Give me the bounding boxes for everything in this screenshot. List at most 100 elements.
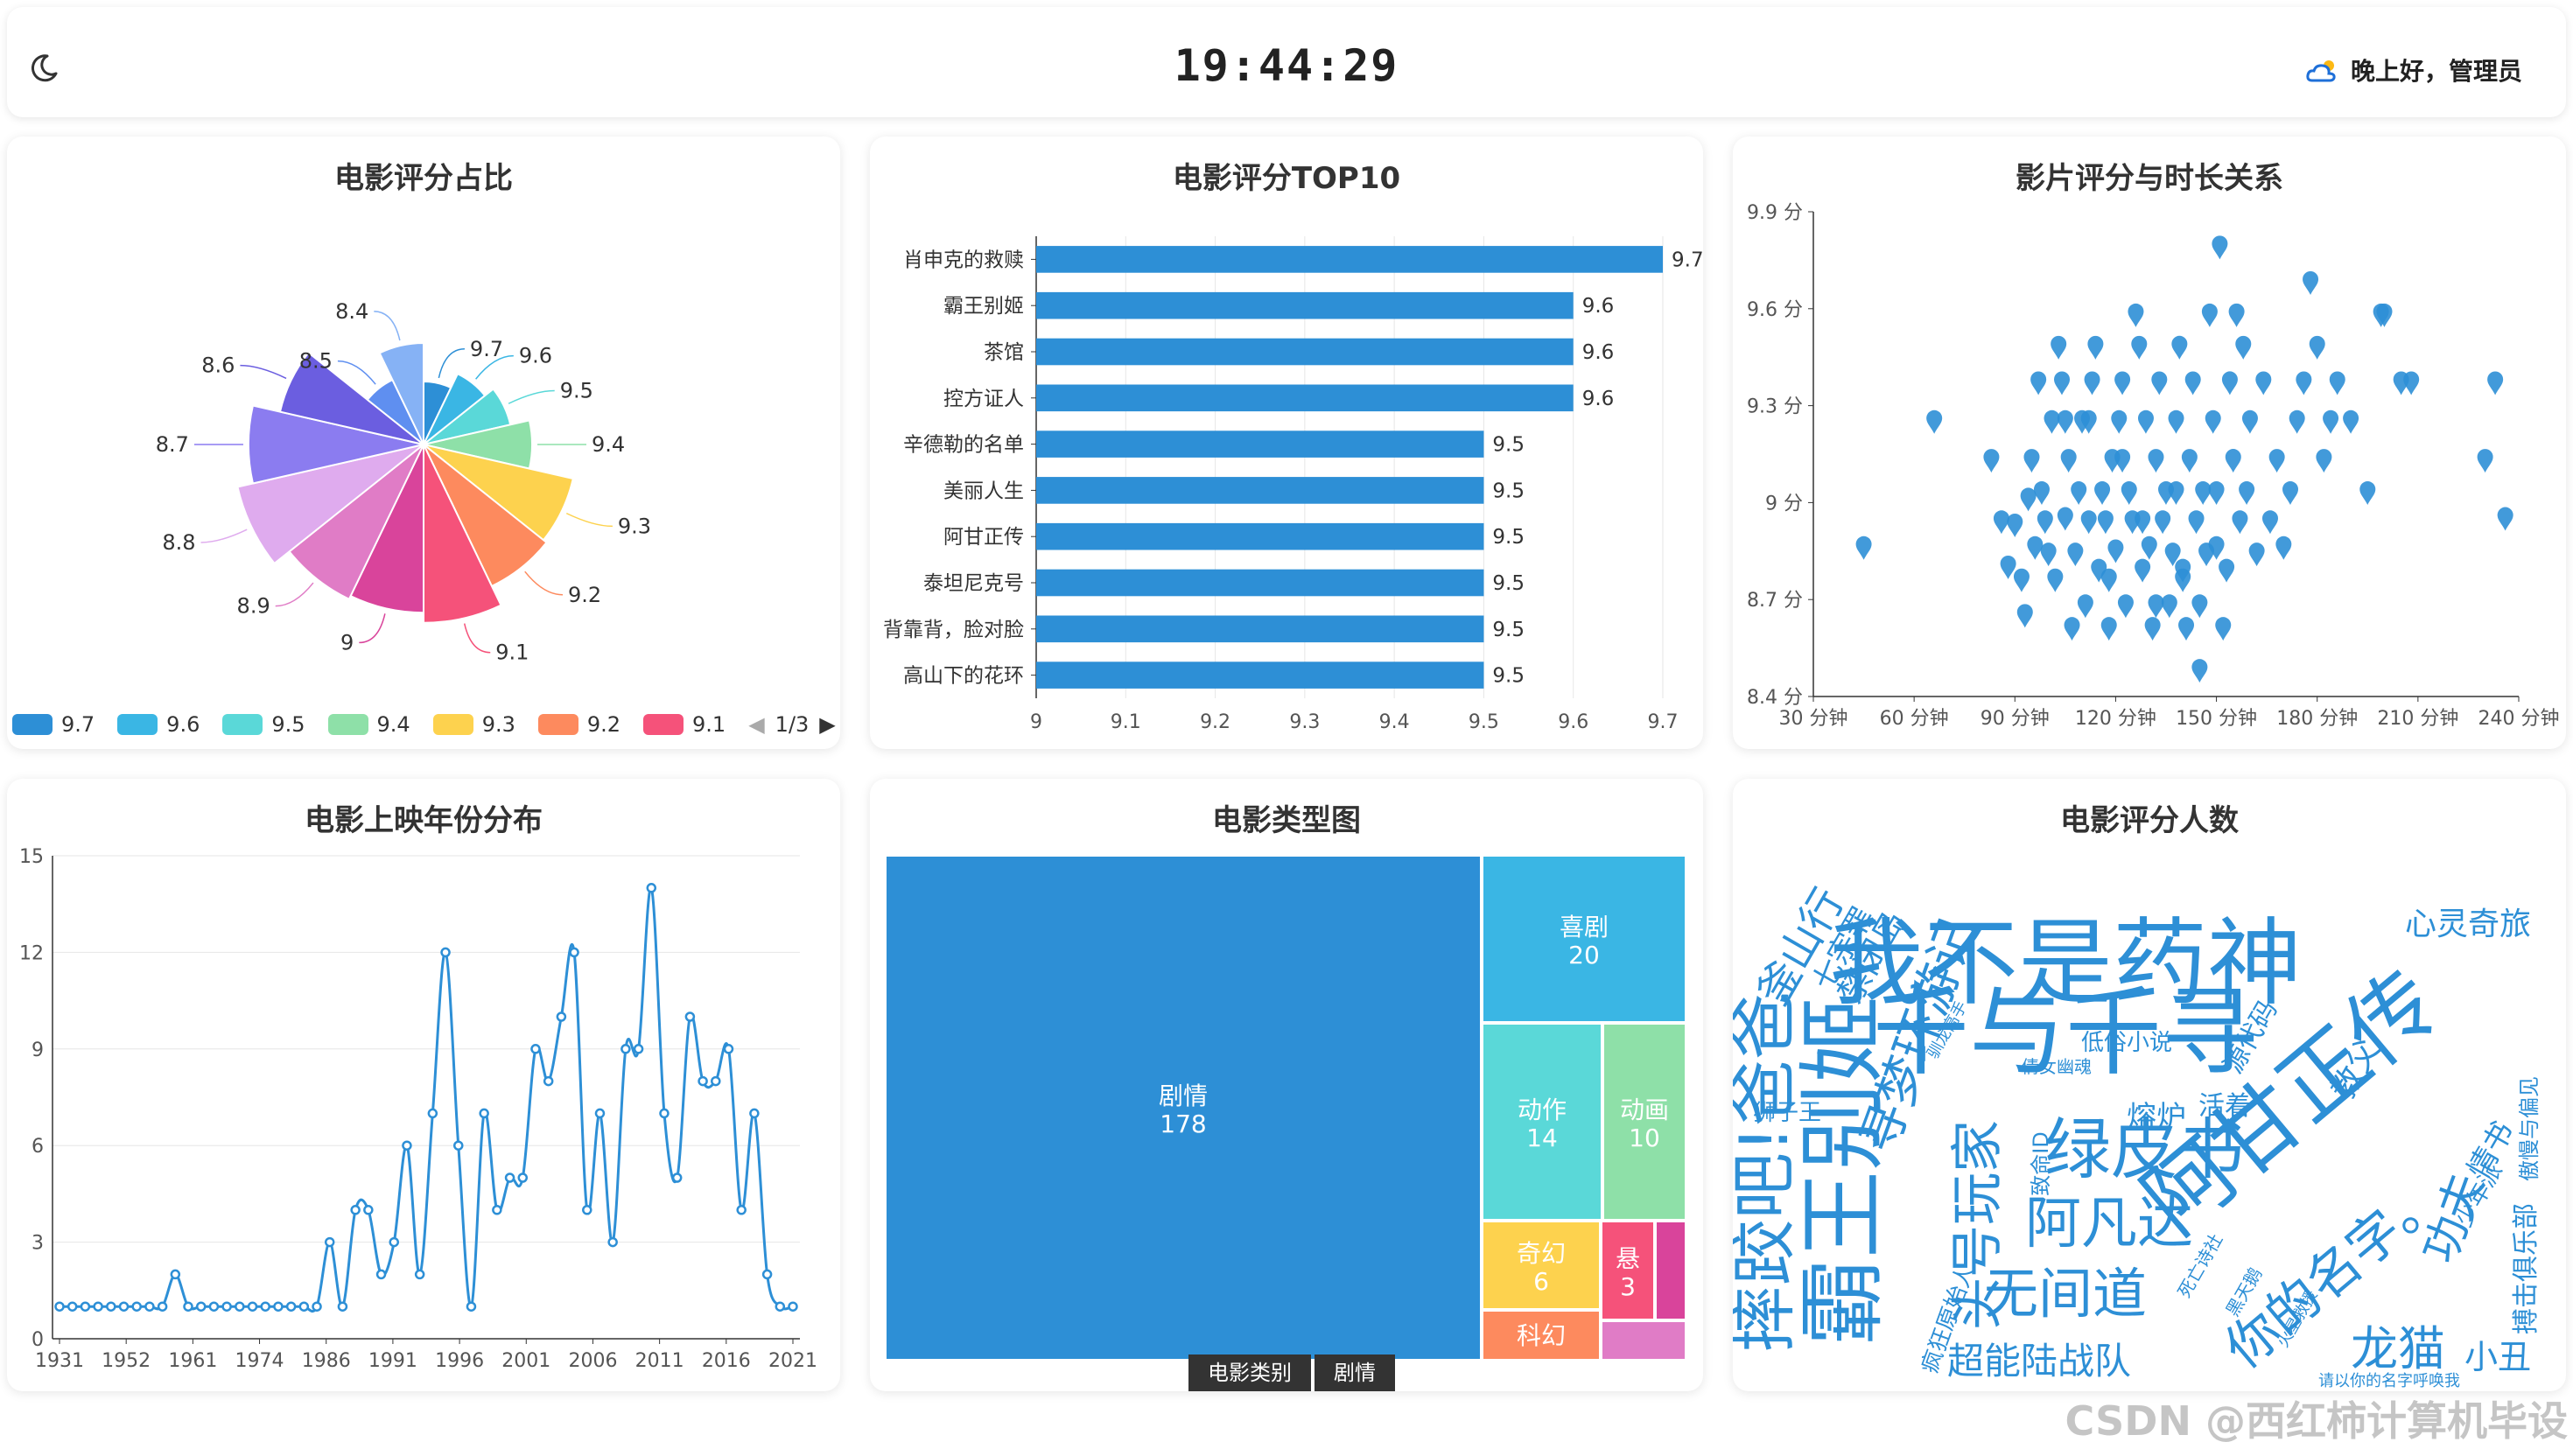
scatter-point	[2087, 335, 2104, 360]
bar-霸王别姬	[1036, 291, 1574, 319]
scatter-point	[2114, 371, 2131, 396]
scatter-point	[2131, 335, 2148, 360]
scatter-y-tick-label: 8.4 分	[1747, 687, 1803, 709]
scatter-point	[2013, 568, 2030, 592]
bar-x-tick-label: 9	[1030, 711, 1042, 733]
pie-label-8.8: 8.8	[162, 530, 195, 555]
scatter-point	[2097, 510, 2114, 535]
line-point	[195, 1301, 207, 1312]
wordcloud-word: 我不是药神	[1829, 909, 2302, 1018]
rating-share-legend: 9.7 9.6 9.5 9.4 9.3 9.2 9.1 ◀ 1/3 ▶	[12, 712, 836, 737]
breadcrumb-root[interactable]: 电影类别	[1188, 1354, 1311, 1391]
scatter-point	[2359, 481, 2376, 506]
line-point	[517, 1172, 529, 1183]
scatter-point	[2201, 303, 2218, 327]
treemap-label: 喜剧	[1560, 913, 1609, 942]
scatter-point	[2094, 481, 2111, 506]
scatter-y-tick-label: 9.3 分	[1747, 396, 1803, 418]
bar-value-label: 9.6	[1582, 388, 1615, 410]
scatter-point	[2282, 481, 2299, 506]
line-y-tick-label: 0	[32, 1329, 44, 1351]
scatter-point	[2477, 449, 2493, 473]
bar-辛德勒的名单	[1036, 430, 1484, 458]
pie-label-9: 9	[340, 630, 354, 654]
treemap-label: 悬	[1616, 1244, 1640, 1273]
treemap-breadcrumb: 电影类别 剧情	[1188, 1354, 1395, 1391]
line-x-tick-label: 1931	[35, 1350, 84, 1372]
legend-next-icon[interactable]: ▶	[819, 712, 836, 737]
scatter-point	[2316, 449, 2332, 473]
treemap-label: 动画	[1620, 1096, 1669, 1124]
scatter-point	[2051, 335, 2067, 360]
treemap-value: 20	[1568, 941, 1600, 970]
scatter-point	[2191, 594, 2208, 619]
breadcrumb-current[interactable]: 剧情	[1315, 1354, 1395, 1391]
bar-value-label: 9.6	[1582, 341, 1615, 364]
pie-label-9.4: 9.4	[592, 432, 625, 457]
legend-item-9.4[interactable]: 9.4	[327, 712, 410, 737]
pie-label-line-8.6	[240, 364, 287, 380]
top10-chart: 9 9.1 9.2 9.3 9.4 9.5 9.6 9.7 肖申克的救赎 9.7 霸王别姬 9.6 茶馆…	[883, 236, 1703, 733]
scatter-point	[2107, 539, 2124, 564]
line-point	[569, 947, 579, 958]
legend-item-9.3[interactable]: 9.3	[432, 712, 515, 737]
bar-category-label: 茶馆	[984, 341, 1024, 364]
scatter-point	[2323, 410, 2339, 434]
scatter-point	[2111, 410, 2128, 434]
line-point	[80, 1301, 91, 1312]
clock: 19:44:29	[1174, 40, 1399, 91]
legend-swatch	[643, 714, 684, 735]
legend-swatch	[537, 714, 578, 735]
pie-label-9.7: 9.7	[470, 337, 503, 361]
pie-label-line-9.2	[524, 570, 563, 596]
bar-category-label: 背靠背，脸对脸	[883, 619, 1024, 641]
bar-x-tick-label: 9.6	[1558, 711, 1588, 733]
score-duration-card: 影片评分与时长关系 8.4 分 8.7 分 9 分 9.3 分 9.6 分 9.9 分 30…	[1733, 136, 2566, 749]
pie-label-line-9	[359, 613, 386, 644]
legend-item-9.5[interactable]: 9.5	[222, 712, 305, 737]
legend-item-9.6[interactable]: 9.6	[117, 712, 200, 737]
year-dist-chart: 0 3 6 9 12 15 1931 1952 1961 1974 1986 1991 1996 2001…	[19, 846, 817, 1372]
pie-label-9.5: 9.5	[560, 378, 593, 402]
line-point	[633, 1044, 644, 1054]
scatter-x-tick-label: 30 分钟	[1779, 708, 1848, 730]
scatter-point	[2020, 487, 2037, 512]
rating-share-title: 电影评分占比	[334, 161, 513, 196]
line-point	[93, 1301, 103, 1312]
line-point	[106, 1301, 116, 1312]
scatter-point	[2071, 481, 2087, 506]
scatter-point	[2080, 410, 2097, 434]
pie-slice-9.1	[423, 444, 502, 624]
line-point	[466, 1301, 477, 1312]
scatter-point	[2248, 542, 2265, 567]
legend-item-9.7[interactable]: 9.7	[12, 712, 95, 737]
bar-value-label: 9.6	[1582, 295, 1615, 318]
scatter-point	[2100, 617, 2117, 641]
moon-icon[interactable]	[26, 51, 61, 86]
legend-prev-icon[interactable]: ◀	[748, 712, 765, 737]
scatter-point	[2296, 371, 2312, 396]
line-point	[131, 1301, 142, 1312]
line-point	[157, 1301, 168, 1312]
wordcloud-word: 霸王别姬	[1791, 996, 1894, 1346]
pie-label-line-8.5	[337, 360, 376, 385]
scatter-point	[2275, 536, 2292, 560]
legend-item-9.1[interactable]: 9.1	[643, 712, 726, 737]
scatter-point	[2161, 594, 2177, 619]
line-point	[761, 1269, 773, 1280]
legend-item-9.2[interactable]: 9.2	[537, 712, 620, 737]
pie-label-line-8.4	[374, 311, 401, 341]
pie-slice-8.8	[236, 444, 424, 564]
line-point	[414, 1269, 425, 1280]
scatter-point	[2208, 481, 2225, 506]
line-point	[235, 1301, 245, 1312]
line-point	[492, 1205, 502, 1215]
line-point	[170, 1269, 181, 1280]
scatter-point	[2141, 536, 2157, 560]
line-point	[736, 1205, 747, 1215]
scatter-point	[2084, 371, 2100, 396]
scatter-point	[1926, 410, 1943, 434]
treemap-cell-科幻	[1482, 1310, 1601, 1361]
scatter-point	[2195, 481, 2212, 506]
line-point	[582, 1205, 592, 1215]
